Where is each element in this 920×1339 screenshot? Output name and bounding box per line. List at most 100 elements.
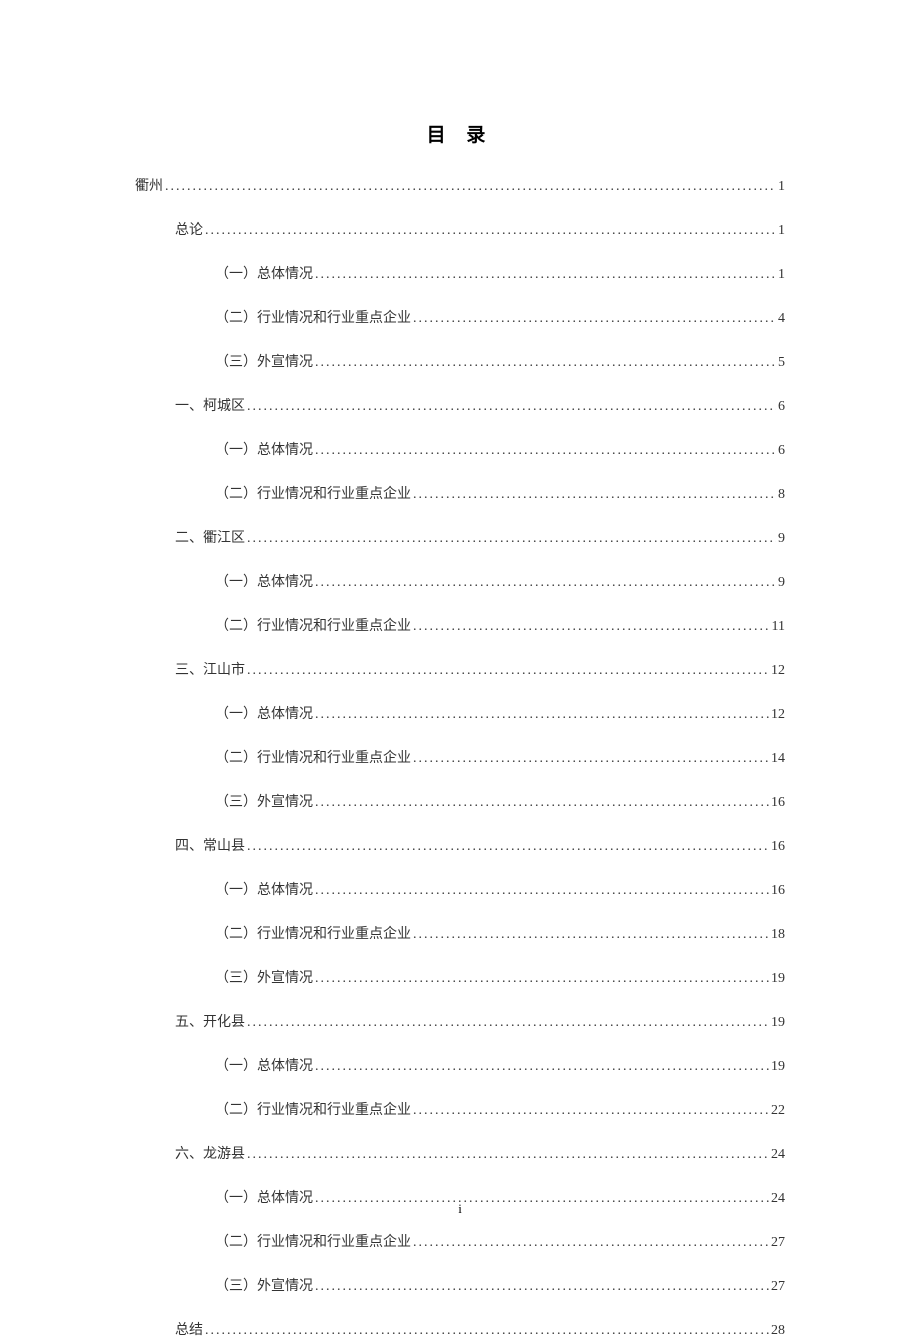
toc-entry-leader	[247, 663, 769, 679]
toc-entry-leader	[247, 531, 776, 547]
toc-entry: （一）总体情况 9	[135, 571, 785, 591]
toc-entry-leader	[315, 795, 769, 811]
toc-entry-label: （一）总体情况	[215, 439, 313, 459]
toc-entry: 二、衢江区 9	[135, 527, 785, 547]
toc-entry-page: 27	[771, 1235, 785, 1251]
toc-entry-page: 12	[771, 663, 785, 679]
toc-entry-page: 19	[771, 1015, 785, 1031]
toc-entry-leader	[315, 355, 776, 371]
toc-entry: 三、江山市 12	[135, 659, 785, 679]
toc-entry-label: （一）总体情况	[215, 703, 313, 723]
toc-entry-page: 12	[771, 707, 785, 723]
toc-entry: （一）总体情况 19	[135, 1055, 785, 1075]
toc-entry: （三）外宣情况19	[135, 967, 785, 987]
toc-entry-label: （二）行业情况和行业重点企业	[215, 1099, 411, 1119]
toc-entry-page: 6	[778, 443, 785, 459]
toc-entry-page: 22	[771, 1103, 785, 1119]
toc-entry-label: （一）总体情况	[215, 1055, 313, 1075]
toc-entry-leader	[205, 223, 776, 239]
toc-entry-page: 28	[771, 1323, 785, 1339]
toc-entry-leader	[315, 1059, 769, 1075]
toc-entry: （一）总体情况 12	[135, 703, 785, 723]
toc-entry-label: （二）行业情况和行业重点企业	[215, 307, 411, 327]
toc-entry-label: （二）行业情况和行业重点企业	[215, 747, 411, 767]
toc-entry-leader	[315, 443, 776, 459]
toc-entry-label: 三、江山市	[175, 659, 245, 679]
toc-entry-label: 衢州	[135, 175, 163, 195]
toc-entry-leader	[315, 1279, 769, 1295]
toc-entry: （二）行业情况和行业重点企业18	[135, 923, 785, 943]
toc-entry-leader	[247, 399, 776, 415]
toc-entry-label: （一）总体情况	[215, 571, 313, 591]
toc-entry-leader	[413, 487, 776, 503]
toc-entry-page: 4	[778, 311, 785, 327]
toc-entry: （二）行业情况和行业重点企业14	[135, 747, 785, 767]
toc-entry: （二）行业情况和行业重点企业 11	[135, 615, 785, 635]
toc-entry-label: （一）总体情况	[215, 263, 313, 283]
toc-entry: （一）总体情况 16	[135, 879, 785, 899]
toc-entry-leader	[413, 1235, 769, 1251]
toc-entry-leader	[205, 1323, 769, 1339]
toc-entry-label: （二）行业情况和行业重点企业	[215, 483, 411, 503]
toc-entry-leader	[165, 179, 776, 195]
toc-entry-page: 1	[778, 223, 785, 239]
toc-entry: 五、开化县 19	[135, 1011, 785, 1031]
toc-entry-page: 9	[778, 575, 785, 591]
toc-entry: 衢州 1	[135, 175, 785, 195]
toc-title: 目 录	[135, 120, 785, 147]
toc-entry-label: （三）外宣情况	[215, 351, 313, 371]
toc-entry-page: 11	[772, 619, 785, 635]
toc-entry: 总结 28	[135, 1319, 785, 1339]
toc-entry: 六、龙游县 24	[135, 1143, 785, 1163]
toc-entry-label: 总结	[175, 1319, 203, 1339]
toc-entry-label: （三）外宣情况	[215, 791, 313, 811]
toc-entry: 一、柯城区6	[135, 395, 785, 415]
toc-entry-label: 五、开化县	[175, 1011, 245, 1031]
toc-entry-label: （一）总体情况	[215, 879, 313, 899]
toc-entry-label: （三）外宣情况	[215, 1275, 313, 1295]
toc-entry-leader	[315, 707, 769, 723]
toc-entry-label: 四、常山县	[175, 835, 245, 855]
toc-entry-label: （二）行业情况和行业重点企业	[215, 615, 411, 635]
toc-entry: （三）外宣情况 27	[135, 1275, 785, 1295]
toc-entry-page: 1	[778, 179, 785, 195]
toc-entry: 四、常山县 16	[135, 835, 785, 855]
toc-list: 衢州 1 总论 1 （一）总体情况1 （二）行业情况和行业重点企业 4 （三）外宣情况 5 一、柯…	[135, 175, 785, 1339]
toc-entry-leader	[247, 1147, 769, 1163]
toc-entry: （二）行业情况和行业重点企业 8	[135, 483, 785, 503]
toc-entry-leader	[413, 619, 770, 635]
toc-entry-leader	[315, 883, 769, 899]
toc-entry-page: 16	[771, 795, 785, 811]
toc-entry: （一）总体情况1	[135, 263, 785, 283]
toc-entry: （一）总体情况 6	[135, 439, 785, 459]
toc-entry-label: 六、龙游县	[175, 1143, 245, 1163]
toc-entry-label: 总论	[175, 219, 203, 239]
toc-entry-leader	[315, 267, 776, 283]
toc-entry-page: 8	[778, 487, 785, 503]
toc-entry-label: 二、衢江区	[175, 527, 245, 547]
toc-entry-page: 16	[771, 883, 785, 899]
page-number: i	[0, 1201, 920, 1217]
toc-entry: （二）行业情况和行业重点企业 4	[135, 307, 785, 327]
toc-entry: 总论 1	[135, 219, 785, 239]
toc-entry-leader	[247, 1015, 769, 1031]
toc-entry-page: 16	[771, 839, 785, 855]
toc-entry-leader	[413, 1103, 769, 1119]
document-page: 目 录 衢州 1 总论 1 （一）总体情况1 （二）行业情况和行业重点企业 4 （三）外宣情况…	[0, 0, 920, 1339]
toc-entry-page: 27	[771, 1279, 785, 1295]
toc-entry-page: 5	[778, 355, 785, 371]
toc-entry: （二）行业情况和行业重点企业 27	[135, 1231, 785, 1251]
toc-entry: （三）外宣情况 16	[135, 791, 785, 811]
toc-entry-leader	[413, 927, 769, 943]
toc-entry-label: （二）行业情况和行业重点企业	[215, 1231, 411, 1251]
toc-entry-page: 24	[771, 1147, 785, 1163]
toc-entry: （二）行业情况和行业重点企业 22	[135, 1099, 785, 1119]
toc-entry-page: 19	[771, 971, 785, 987]
toc-entry-page: 19	[771, 1059, 785, 1075]
toc-entry-leader	[247, 839, 769, 855]
toc-entry-label: （二）行业情况和行业重点企业	[215, 923, 411, 943]
toc-entry-leader	[315, 971, 769, 987]
toc-entry: （三）外宣情况 5	[135, 351, 785, 371]
toc-entry-leader	[413, 751, 769, 767]
toc-entry-page: 9	[778, 531, 785, 547]
